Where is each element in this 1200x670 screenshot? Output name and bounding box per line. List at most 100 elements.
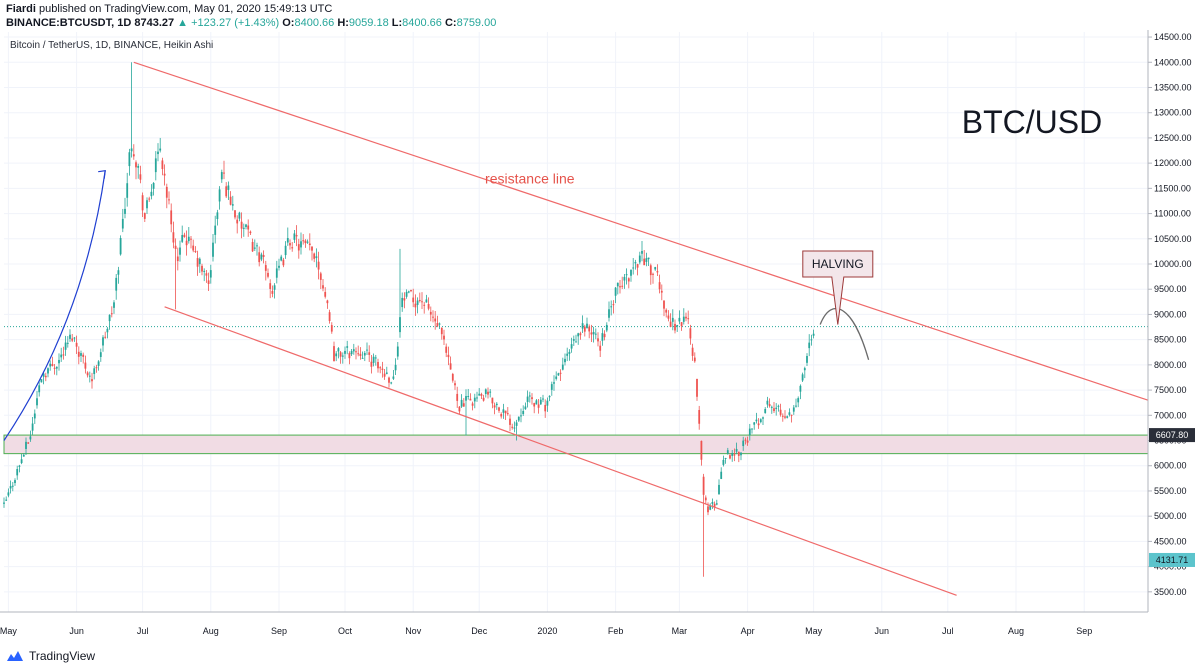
candle-body [740, 452, 742, 456]
candle-body [157, 151, 159, 155]
y-tick-label: 5500.00 [1154, 486, 1187, 496]
candle-body [709, 505, 712, 510]
candle-body [506, 413, 509, 415]
candle-body [621, 285, 624, 287]
candle-body [53, 367, 56, 369]
candle-body [696, 378, 698, 397]
candle-body [698, 409, 701, 424]
candle-body [383, 373, 386, 377]
candles [3, 62, 815, 577]
candle-body [757, 423, 760, 426]
candle-body [253, 247, 256, 249]
candle-body [392, 376, 395, 379]
candle-body [451, 374, 454, 381]
candle-body [308, 243, 311, 246]
candle-body [135, 162, 137, 168]
candle-body [665, 309, 668, 313]
candle-body [366, 349, 368, 351]
y-tick-label: 7000.00 [1154, 410, 1187, 420]
candle-body [146, 200, 148, 209]
candle-body [462, 403, 465, 407]
candle-body [652, 273, 654, 275]
candle-body [566, 353, 569, 356]
candle-body [51, 364, 54, 367]
symbol-info: BINANCE:BTCUSDT, 1D 8743.27 ▲ +123.27 (+… [6, 17, 496, 29]
chart-header: Fiardi published on TradingView.com, May… [0, 0, 1200, 30]
candle-body [192, 245, 195, 251]
candle-body [537, 404, 540, 408]
candle-body [115, 277, 118, 291]
candle-body [5, 499, 8, 501]
candle-body [161, 160, 164, 170]
candle-body [539, 399, 542, 405]
candle-body [753, 422, 756, 425]
candle-body [324, 291, 327, 297]
candle-body [636, 264, 639, 268]
candle-body [350, 351, 353, 355]
candle-body [313, 253, 316, 259]
candle-body [357, 353, 360, 355]
candle-body [410, 289, 412, 292]
candle-body [700, 440, 703, 460]
halving-callout [802, 250, 874, 325]
candle-body [711, 502, 714, 504]
candle-body [25, 441, 27, 449]
tradingview-logo[interactable]: TradingView [6, 649, 95, 663]
candle-body [174, 245, 177, 249]
candle-body [663, 300, 665, 309]
candle-body [300, 241, 302, 248]
y-tick-label: 4500.00 [1154, 536, 1187, 546]
candle-body [344, 350, 346, 354]
candle-body [119, 238, 122, 255]
footer: TradingView [0, 644, 1200, 670]
candle-body [577, 333, 580, 337]
y-tick-label: 3500.00 [1154, 587, 1187, 597]
candle-body [14, 480, 16, 484]
support-zone-rect [3, 434, 1149, 455]
candle-body [634, 262, 637, 264]
candle-body [632, 267, 635, 269]
close-label: C: [444, 17, 457, 29]
y-tick-label: 13500.00 [1154, 82, 1192, 92]
grid [4, 32, 1148, 612]
candle-body [691, 347, 694, 356]
candle-body [489, 391, 492, 393]
candle-body [751, 428, 753, 430]
candle-body [724, 457, 727, 459]
y-tick-label: 10500.00 [1154, 234, 1192, 244]
candle-body [685, 316, 687, 319]
candle-body [315, 256, 318, 258]
candle-body [29, 436, 32, 440]
candle-body [203, 270, 206, 272]
candle-body [117, 270, 120, 275]
candle-body [256, 245, 258, 247]
drawings: resistance line HALVING [3, 61, 1149, 596]
candle-body [143, 213, 146, 219]
candle-body [240, 221, 243, 229]
y-tick-label: 11000.00 [1154, 209, 1191, 219]
candle-body [559, 372, 562, 374]
candle-body [669, 321, 672, 327]
candle-body [209, 270, 212, 278]
candle-body [801, 374, 804, 381]
candle-body [588, 326, 591, 332]
candle-body [429, 311, 432, 315]
candle-body [465, 396, 467, 401]
candle-body [403, 298, 406, 301]
support-line [164, 306, 957, 596]
candle-body [80, 353, 82, 356]
candle-body [183, 234, 186, 238]
candle-body [773, 408, 775, 412]
candle-body [55, 366, 58, 369]
author-name[interactable]: Fiardi [6, 3, 36, 15]
candle-body [722, 459, 725, 465]
candle-body [788, 412, 791, 415]
candle-body [647, 257, 650, 260]
candle-body [60, 354, 63, 358]
last-price: 8743.27 [134, 17, 175, 29]
candle-body [339, 352, 342, 357]
candle-body [381, 368, 384, 370]
candle-body [425, 299, 428, 303]
